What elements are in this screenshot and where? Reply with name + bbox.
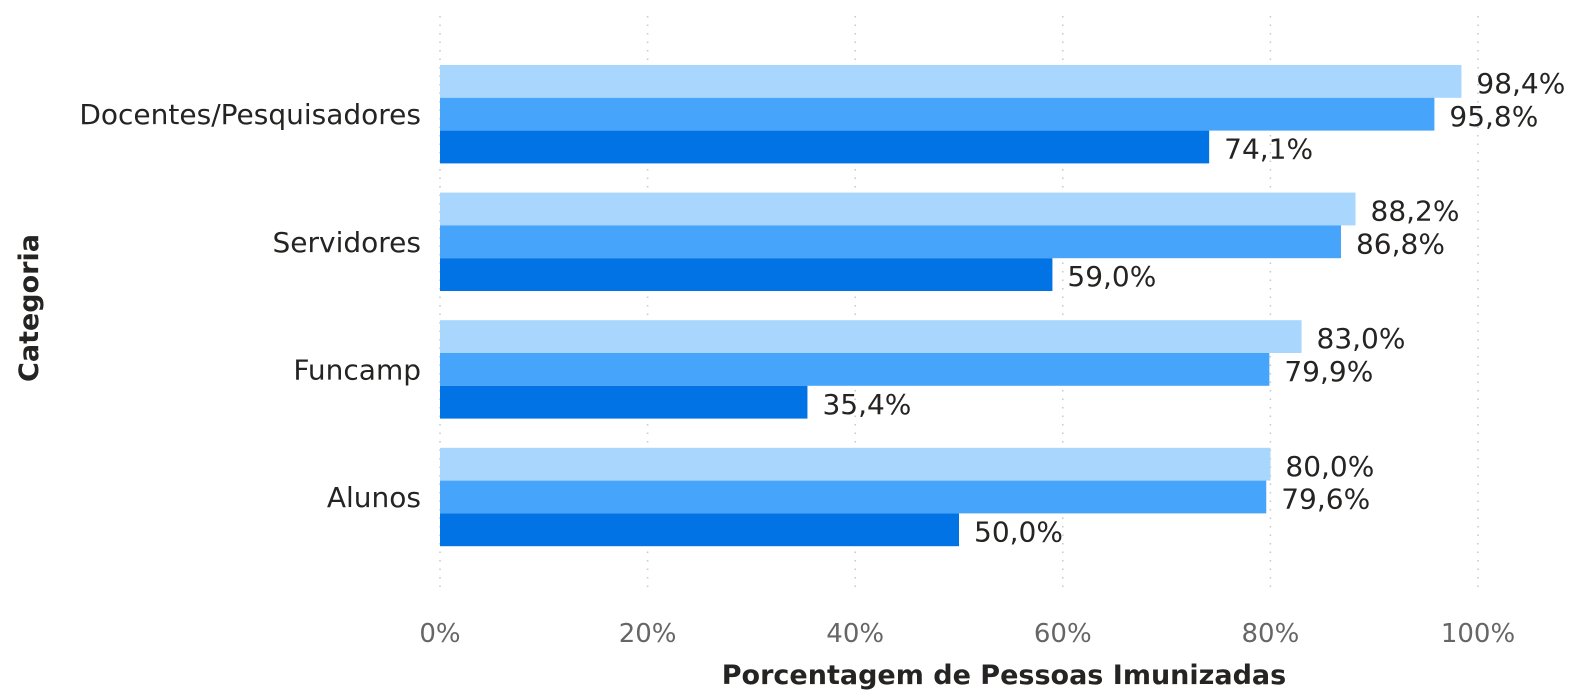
bar — [440, 225, 1341, 259]
data-label: 80,0% — [1285, 450, 1374, 483]
category-label: Alunos — [327, 481, 421, 514]
data-label: 79,6% — [1281, 483, 1370, 516]
x-axis-title: Porcentagem de Pessoas Imunizadas — [722, 660, 1286, 691]
bar — [440, 192, 1356, 226]
bar — [440, 65, 1462, 98]
bar — [440, 130, 1210, 164]
bar — [440, 447, 1271, 481]
x-tick-labels: 0% 20% 40% 60% 80% 100% — [419, 619, 1515, 649]
bar — [440, 258, 1053, 291]
bar — [440, 97, 1435, 131]
bar — [440, 353, 1270, 386]
data-label: 74,1% — [1224, 133, 1313, 166]
data-label: 88,2% — [1371, 195, 1460, 228]
bar — [440, 320, 1302, 353]
data-label: 35,4% — [822, 388, 911, 421]
data-label: 50,0% — [974, 515, 1063, 548]
x-tick-label: 0% — [419, 619, 460, 649]
y-axis-title: Categoria — [14, 234, 45, 382]
x-tick-label: 60% — [1034, 619, 1092, 649]
data-label: 83,0% — [1317, 322, 1406, 355]
data-label: 86,8% — [1356, 227, 1445, 260]
bar — [440, 385, 808, 419]
data-label: 79,9% — [1284, 355, 1373, 388]
data-label: 59,0% — [1067, 260, 1156, 293]
bar-series — [440, 65, 1462, 547]
category-label: Servidores — [273, 226, 421, 259]
data-label: 95,8% — [1449, 100, 1538, 133]
data-label: 98,4% — [1476, 67, 1565, 100]
x-tick-label: 100% — [1441, 619, 1515, 649]
data-labels: 98,4%95,8% 74,1% 88,2%86,8% 59,0% 83,0%79,9%… — [822, 67, 1565, 548]
bar — [440, 480, 1267, 514]
category-label: Docentes/Pesquisadores — [79, 98, 421, 131]
category-label: Funcamp — [293, 353, 421, 386]
bar — [440, 513, 959, 547]
x-tick-label: 80% — [1242, 619, 1300, 649]
x-tick-label: 40% — [826, 619, 884, 649]
x-tick-label: 20% — [619, 619, 677, 649]
category-labels: Docentes/Pesquisadores Servidores Funcamp A… — [79, 98, 421, 514]
